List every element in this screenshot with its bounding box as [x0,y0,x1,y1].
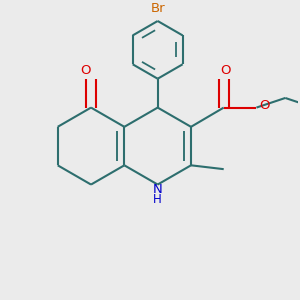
Text: Br: Br [150,2,165,15]
Text: O: O [220,64,231,77]
Text: O: O [80,64,91,77]
Text: N: N [153,183,163,196]
Text: O: O [259,98,269,112]
Text: H: H [153,193,162,206]
